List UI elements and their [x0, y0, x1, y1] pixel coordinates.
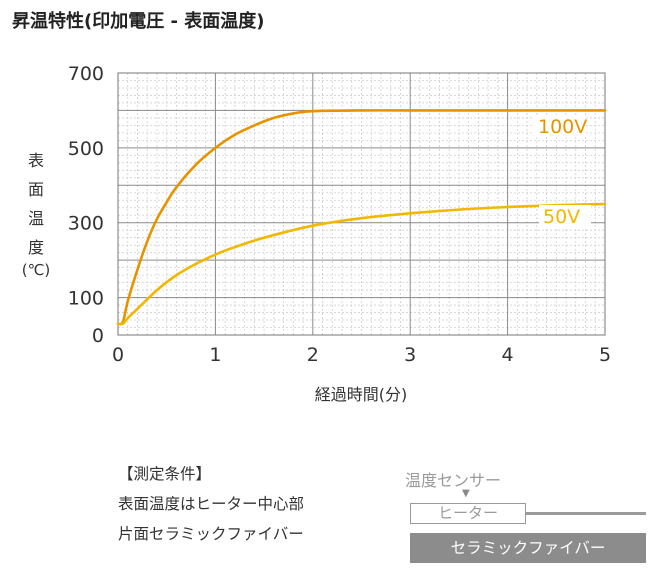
series-label-background [539, 205, 591, 227]
conditions-line-2: 片面セラミックファイバー [118, 525, 304, 543]
y-tick-labels: 0 100 300 500 700 [68, 63, 104, 347]
x-tick-label: 4 [502, 344, 514, 366]
y-axis-label-char: (℃) [22, 261, 51, 279]
y-axis-label: 表面温度 (℃) [22, 151, 51, 279]
y-tick-label: 700 [68, 63, 104, 85]
x-tick-label: 5 [599, 344, 611, 366]
y-tick-label: 500 [68, 138, 104, 160]
x-tick-label: 0 [112, 344, 124, 366]
heater-box: ヒーター [410, 503, 526, 524]
y-axis-label-char: 面 [28, 180, 44, 199]
chart-title: 昇温特性(印加電圧 - 表面温度) [12, 11, 265, 32]
y-tick-label: 100 [68, 288, 104, 310]
series-line-50v [116, 202, 607, 326]
plot-frame [117, 72, 606, 336]
x-tick-labels: 0 1 2 3 4 5 [112, 344, 611, 366]
temperature-rise-chart: 0 100 300 500 700 0 1 2 3 4 5 表面温度 (℃) 経過時間(分) 100… [22, 63, 611, 404]
series-label-background [534, 115, 586, 137]
y-axis-label-char: 表 [28, 151, 44, 170]
heater-lead-line [526, 512, 646, 515]
ceramic-fiber-box: セラミックファイバー [410, 533, 646, 563]
y-tick-label: 0 [92, 325, 104, 347]
series-lines [116, 109, 607, 326]
heater-label: ヒーター [437, 504, 498, 522]
y-tick-label: 300 [68, 213, 104, 235]
series-line-100v [116, 109, 607, 326]
conditions-heading: 【測定条件】 [118, 465, 212, 483]
temperature-sensor-label: 温度センサー [405, 471, 502, 490]
y-axis-label-char: 温 [28, 209, 44, 228]
x-tick-label: 2 [307, 344, 319, 366]
x-axis-label: 経過時間(分) [315, 385, 408, 404]
x-tick-label: 1 [209, 344, 221, 366]
major-grid [117, 72, 606, 336]
minor-grid [118, 73, 605, 335]
x-tick-label: 3 [404, 344, 416, 366]
conditions-line-1: 表面温度はヒーター中心部 [118, 495, 305, 513]
series-label-100v: 100V [538, 116, 587, 138]
series-label-50v: 50V [543, 206, 580, 228]
series-labels: 100V 50V [534, 115, 591, 228]
ceramic-fiber-label: セラミックファイバー [450, 539, 606, 557]
y-axis-label-char: 度 [28, 238, 44, 257]
sensor-arrow-icon: ▼ [462, 488, 470, 499]
